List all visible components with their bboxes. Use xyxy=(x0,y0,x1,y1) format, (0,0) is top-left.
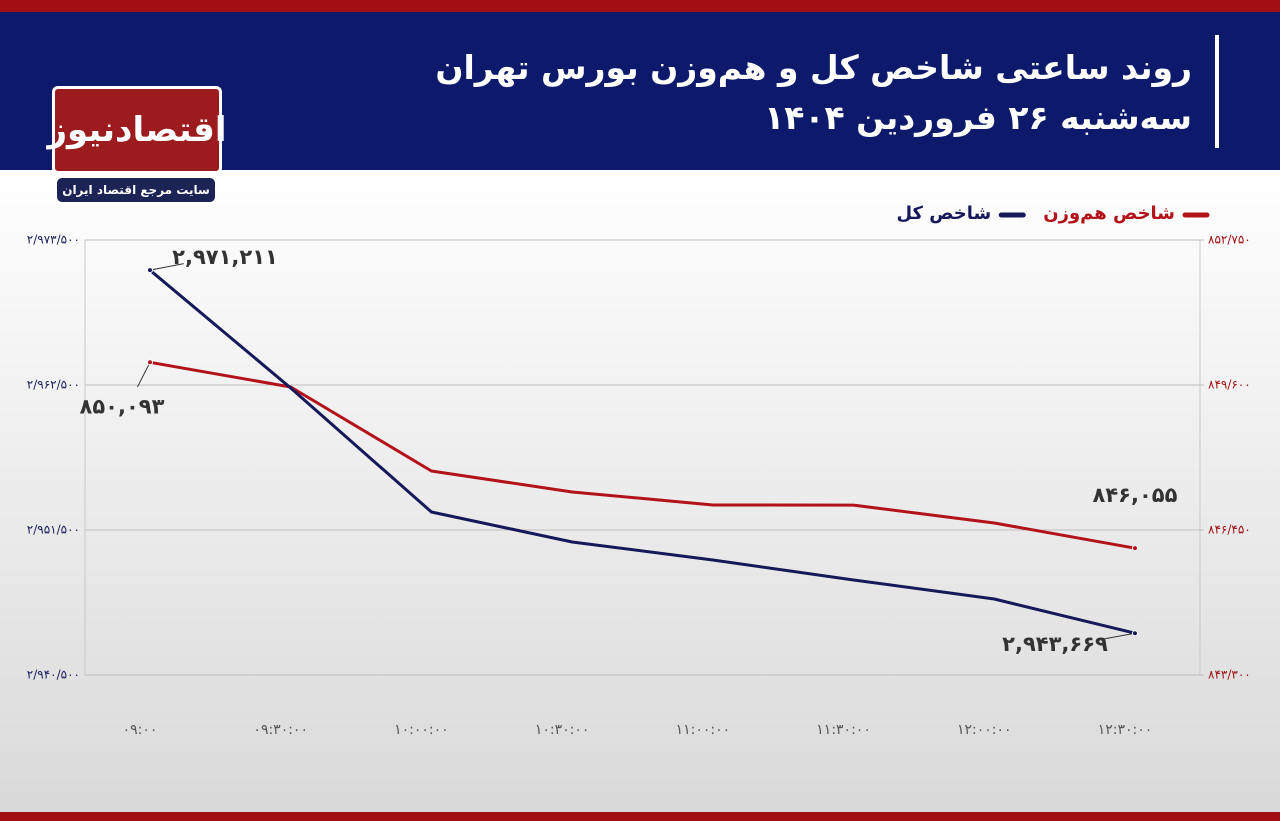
y-tick-label: ۲/۹۴۰/۵۰۰ xyxy=(27,668,80,682)
y2-tick-label: ۸۵۲/۷۵۰ xyxy=(1208,233,1251,247)
x-tick-label: ۱۰:۰۰:۰۰ xyxy=(394,722,449,738)
point-marker xyxy=(147,359,153,366)
header-divider xyxy=(1215,35,1219,148)
chart-title: روند ساعتی شاخص کل و هم‌وزن بورس تهران xyxy=(435,48,1192,87)
data-line xyxy=(149,269,1136,635)
x-tick-label: ۱۰:۳۰:۰۰ xyxy=(535,722,590,738)
y-tick-label: ۲/۹۷۳/۵۰۰ xyxy=(27,233,80,247)
chart-subtitle: سه‌شنبه ۲۶ فروردین ۱۴۰۴ xyxy=(764,98,1192,137)
y2-tick-label: ۸۴۳/۳۰۰ xyxy=(1208,668,1251,682)
bottom-stripe xyxy=(0,812,1280,821)
x-tick-label: ۱۱:۰۰:۰۰ xyxy=(676,722,731,738)
legend-label: شاخص کل xyxy=(896,203,991,224)
x-tick-label: ۱۲:۰۰:۰۰ xyxy=(957,722,1012,738)
y-tick-label: ۲/۹۵۱/۵۰۰ xyxy=(27,523,80,537)
leader-line xyxy=(136,362,151,388)
point-marker xyxy=(147,267,153,274)
y2-tick-label: ۸۴۶/۴۵۰ xyxy=(1208,523,1251,537)
data-label: ۸۵۰,۰۹۳ xyxy=(80,394,165,418)
data-line xyxy=(149,360,1136,550)
x-tick-label: ۰۹:۳۰:۰۰ xyxy=(253,722,308,738)
logo-tagline: سایت مرجع اقتصاد ایران xyxy=(57,178,215,202)
x-tick-label: ۱۱:۳۰:۰۰ xyxy=(816,722,871,738)
legend-label: شاخص هم‌وزن xyxy=(1043,203,1175,224)
y-tick-label: ۲/۹۶۲/۵۰۰ xyxy=(27,378,80,392)
point-marker xyxy=(1132,630,1138,637)
leader-line xyxy=(1098,632,1136,641)
logo: اقتصادنیوز xyxy=(47,86,227,174)
y2-tick-label: ۸۴۹/۶۰۰ xyxy=(1208,378,1251,392)
data-label: ۲,۹۴۳,۶۶۹ xyxy=(1002,632,1108,656)
leader-line xyxy=(149,263,184,271)
x-tick-label: ۱۲:۳۰:۰۰ xyxy=(1098,722,1153,738)
point-marker xyxy=(1132,545,1138,552)
x-tick-label: ۰۹:۰۰ xyxy=(123,722,158,738)
data-label: ۸۴۶,۰۵۵ xyxy=(1093,483,1178,507)
data-label: ۲,۹۷۱,۲۱۱ xyxy=(172,245,278,269)
top-stripe xyxy=(0,0,1280,12)
